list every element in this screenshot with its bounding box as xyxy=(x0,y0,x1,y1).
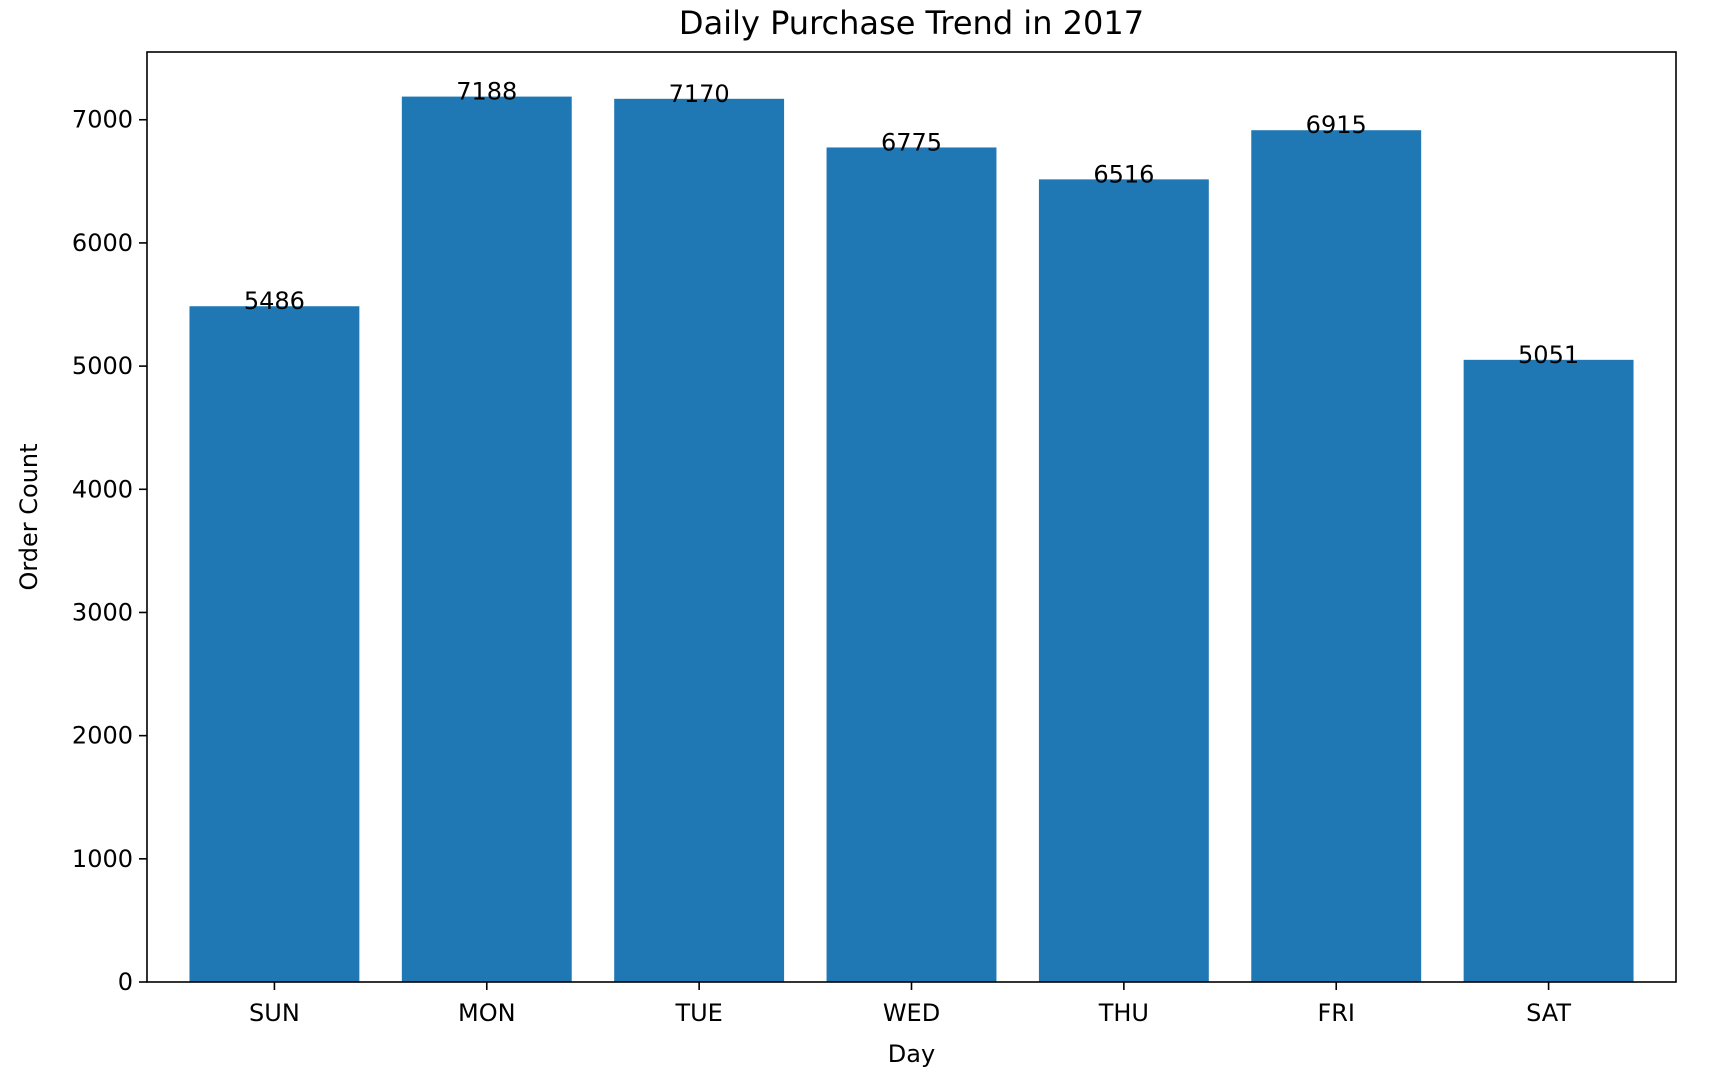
y-tick-label: 6000 xyxy=(72,229,133,257)
bar-sat xyxy=(1463,359,1634,982)
y-tick-label: 3000 xyxy=(72,598,133,626)
value-label-sat: 5051 xyxy=(1518,341,1579,369)
x-tick-label-sun: SUN xyxy=(249,999,300,1027)
bars-layer xyxy=(189,96,1634,983)
y-tick-label: 0 xyxy=(118,968,133,996)
value-labels-layer: 5486 7188 7170 6775 6516 6915 5051 xyxy=(244,78,1579,369)
x-tick-label-fri: FRI xyxy=(1317,999,1355,1027)
bar-sun xyxy=(189,306,360,982)
bar-fri xyxy=(1251,130,1422,983)
value-label-thu: 6516 xyxy=(1093,160,1154,188)
x-tick-label-tue: TUE xyxy=(674,999,722,1027)
value-label-fri: 6915 xyxy=(1306,111,1367,139)
x-tick-label-thu: THU xyxy=(1098,999,1149,1027)
chart-title: Daily Purchase Trend in 2017 xyxy=(679,4,1144,42)
x-axis: SUN MON TUE WED THU FRI SAT xyxy=(249,982,1571,1027)
value-label-wed: 6775 xyxy=(881,128,942,156)
plot-frame xyxy=(146,51,1677,983)
x-axis-label: Day xyxy=(888,1040,935,1068)
y-tick-label: 5000 xyxy=(72,352,133,380)
y-tick-label: 2000 xyxy=(72,722,133,750)
bar-thu xyxy=(1038,179,1209,982)
y-axis-label: Order Count xyxy=(15,443,43,590)
y-axis: 0 1000 2000 3000 4000 5000 6000 7000 xyxy=(72,106,147,996)
y-tick-label: 4000 xyxy=(72,475,133,503)
bar-wed xyxy=(826,147,997,983)
bar-mon xyxy=(401,96,572,983)
y-tick-label: 7000 xyxy=(72,106,133,134)
y-tick-label: 1000 xyxy=(72,845,133,873)
x-tick-label-wed: WED xyxy=(883,999,940,1027)
value-label-sun: 5486 xyxy=(244,287,305,315)
x-tick-label-mon: MON xyxy=(458,999,516,1027)
bar-tue xyxy=(614,98,785,983)
x-tick-label-sat: SAT xyxy=(1526,999,1571,1027)
value-label-tue: 7170 xyxy=(669,80,730,108)
value-label-mon: 7188 xyxy=(456,78,517,106)
